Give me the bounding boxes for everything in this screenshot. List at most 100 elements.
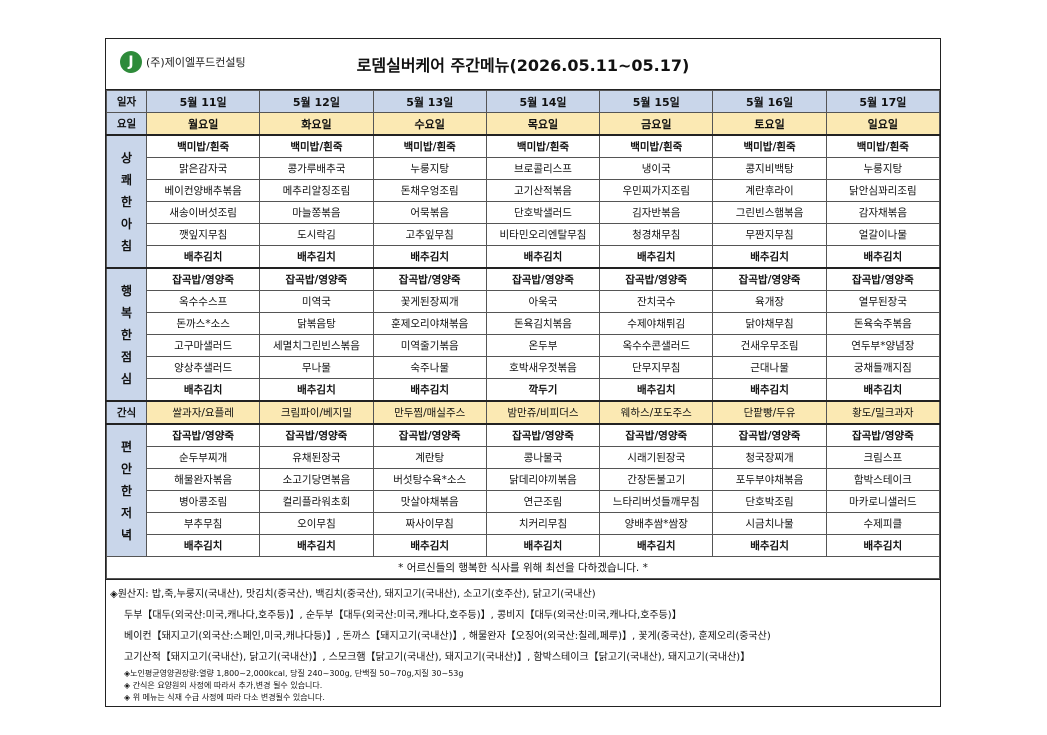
menu-cell: 감자채볶음 bbox=[825, 201, 941, 224]
menu-cell: 배추김치 bbox=[145, 534, 261, 557]
menu-cell: 고추잎무침 bbox=[372, 223, 487, 246]
menu-cell: 잡곡밥/영양죽 bbox=[485, 423, 601, 447]
menu-cell: 브로콜리스프 bbox=[485, 157, 601, 180]
menu-cell: 계란탕 bbox=[372, 446, 487, 469]
nutrition-note: ◈노인평균영양권장량:열량 1,800~2,000kcal, 당질 240~30… bbox=[124, 669, 464, 678]
menu-cell: 우민찌가지조림 bbox=[599, 179, 714, 202]
menu-cell: 청경채무침 bbox=[599, 223, 714, 246]
date-cell: 5월 14일 bbox=[485, 90, 601, 113]
menu-cell: 새송이버섯조림 bbox=[145, 201, 261, 224]
date-cell: 5월 16일 bbox=[712, 90, 827, 113]
menu-cell: 잡곡밥/영양죽 bbox=[825, 423, 941, 447]
menu-cell: 도시락김 bbox=[259, 223, 374, 246]
menu-cell: 컬리플라워초회 bbox=[259, 490, 374, 513]
date-cell: 5월 11일 bbox=[145, 90, 261, 113]
menu-cell: 배추김치 bbox=[599, 245, 714, 269]
menu-cell: 어묵볶음 bbox=[372, 201, 487, 224]
menu-cell: 배추김치 bbox=[372, 245, 487, 269]
snack-row: 간식 쌀과자/요플레 크림파이/베지밀 만두찜/매실주스 밤만쥬/비피더스 웨하스/포도주… bbox=[106, 400, 941, 425]
menu-cell: 잔치국수 bbox=[599, 290, 714, 313]
date-row: 일자 5월 11일 5월 12일 5월 13일 5월 14일 5월 15일 5월 16일 5월… bbox=[106, 90, 941, 113]
menu-cell: 배추김치 bbox=[825, 378, 941, 402]
day-cell: 금요일 bbox=[599, 112, 714, 136]
date-cell: 5월 17일 bbox=[825, 90, 941, 113]
menu-change-note: ◈ 위 메뉴는 식재 수급 사정에 따라 다소 변경될수 있습니다. bbox=[124, 693, 325, 702]
menu-cell: 함박스테이크 bbox=[825, 468, 941, 491]
menu-cell: 배추김치 bbox=[372, 378, 487, 402]
menu-cell: 잡곡밥/영양죽 bbox=[145, 423, 261, 447]
dinner-row: 해물완자볶음 소고기당면볶음 버섯탕수육*소스 닭데리야끼볶음 간장돈불고기 포두부야채볶… bbox=[107, 468, 941, 491]
menu-cell: 궁채들깨지짐 bbox=[825, 356, 941, 379]
menu-cell: 깍두기 bbox=[485, 378, 601, 402]
menu-cell: 김자반볶음 bbox=[599, 201, 714, 224]
menu-cell: 잡곡밥/영양죽 bbox=[599, 423, 714, 447]
origin-line: 고기산적【돼지고기(국내산), 닭고기(국내산)】, 스모크햄【닭고기(국내산)… bbox=[124, 652, 751, 663]
menu-cell: 미역줄기볶음 bbox=[372, 334, 487, 357]
menu-cell: 시금치나물 bbox=[712, 512, 827, 535]
menu-cell: 잡곡밥/영양죽 bbox=[145, 267, 261, 291]
menu-cell: 배추김치 bbox=[712, 245, 827, 269]
page-title: 로뎀실버케어 주간메뉴(2026.05.11~05.17) bbox=[356, 56, 690, 75]
company-logo: J (주)제이엘푸드컨설팅 bbox=[120, 51, 246, 73]
menu-cell: 닭안심꽈리조림 bbox=[825, 179, 941, 202]
menu-cell: 냉이국 bbox=[599, 157, 714, 180]
menu-cell: 잡곡밥/영양죽 bbox=[372, 423, 487, 447]
menu-sheet: J (주)제이엘푸드컨설팅 로뎀실버케어 주간메뉴(2026.05.11~05.… bbox=[105, 38, 941, 707]
snack-cell: 웨하스/포도주스 bbox=[599, 400, 714, 425]
menu-cell: 백미밥/흰죽 bbox=[145, 134, 261, 158]
menu-cell: 베이컨양배추볶음 bbox=[145, 179, 261, 202]
menu-cell: 무나물 bbox=[259, 356, 374, 379]
note-row: * 어르신들의 행복한 식사를 위해 최선을 다하겠습니다. * bbox=[106, 556, 940, 579]
lunch-label: 행복한점심 bbox=[106, 267, 147, 402]
breakfast-row: 배추김치 배추김치 배추김치 배추김치 배추김치 배추김치 배추김치 bbox=[107, 245, 941, 269]
lunch-row: 옥수수스프 미역국 꽃게된장찌개 아욱국 잔치국수 육개장 열무된장국 bbox=[107, 290, 941, 313]
menu-cell: 병아콩조림 bbox=[145, 490, 261, 513]
menu-cell: 열무된장국 bbox=[825, 290, 941, 313]
menu-cell: 근대나물 bbox=[712, 356, 827, 379]
menu-cell: 양배추쌈*쌈장 bbox=[599, 512, 714, 535]
menu-cell: 육개장 bbox=[712, 290, 827, 313]
menu-cell: 돈육김치볶음 bbox=[485, 312, 601, 335]
menu-cell: 배추김치 bbox=[145, 378, 261, 402]
menu-cell: 배추김치 bbox=[825, 245, 941, 269]
menu-cell: 마카로니샐러드 bbox=[825, 490, 941, 513]
day-label: 요일 bbox=[106, 112, 147, 136]
menu-cell: 닭데리야끼볶음 bbox=[485, 468, 601, 491]
dinner-row: 부추무침 오이무침 짜사이무침 치커리무침 양배추쌈*쌈장 시금치나물 수제피클 bbox=[107, 512, 941, 535]
menu-cell: 배추김치 bbox=[599, 378, 714, 402]
day-row: 요일 월요일 화요일 수요일 목요일 금요일 토요일 일요일 bbox=[106, 112, 941, 136]
date-cell: 5월 13일 bbox=[372, 90, 487, 113]
menu-cell: 백미밥/흰죽 bbox=[372, 134, 487, 158]
menu-cell: 배추김치 bbox=[825, 534, 941, 557]
day-cell: 화요일 bbox=[259, 112, 374, 136]
date-label: 일자 bbox=[106, 90, 147, 113]
day-cell: 일요일 bbox=[825, 112, 941, 136]
company-name: (주)제이엘푸드컨설팅 bbox=[146, 56, 246, 69]
origin-info: ◈원산지: 밥,죽,누룽지(국내산), 맛김치(중국산), 백김치(중국산), … bbox=[106, 579, 940, 706]
menu-cell: 시래기된장국 bbox=[599, 446, 714, 469]
menu-cell: 배추김치 bbox=[485, 245, 601, 269]
menu-cell: 부추무침 bbox=[145, 512, 261, 535]
menu-cell: 훈제오리야채볶음 bbox=[372, 312, 487, 335]
menu-cell: 콩가루배추국 bbox=[259, 157, 374, 180]
snack-label: 간식 bbox=[106, 400, 147, 425]
day-cell: 목요일 bbox=[485, 112, 601, 136]
menu-cell: 단호박조림 bbox=[712, 490, 827, 513]
menu-cell: 잡곡밥/영양죽 bbox=[485, 267, 601, 291]
menu-cell: 배추김치 bbox=[259, 534, 374, 557]
menu-cell: 잡곡밥/영양죽 bbox=[712, 423, 827, 447]
menu-cell: 간장돈불고기 bbox=[599, 468, 714, 491]
menu-cell: 배추김치 bbox=[599, 534, 714, 557]
menu-cell: 배추김치 bbox=[372, 534, 487, 557]
menu-cell: 배추김치 bbox=[259, 245, 374, 269]
menu-cell: 양상추샐러드 bbox=[145, 356, 261, 379]
menu-cell: 누룽지탕 bbox=[372, 157, 487, 180]
menu-cell: 소고기당면볶음 bbox=[259, 468, 374, 491]
menu-cell: 고기산적볶음 bbox=[485, 179, 601, 202]
snack-cell: 단팥빵/두유 bbox=[712, 400, 827, 425]
menu-cell: 단무지무침 bbox=[599, 356, 714, 379]
menu-cell: 맑은감자국 bbox=[145, 157, 261, 180]
breakfast-row: 상쾌한아침 백미밥/흰죽 백미밥/흰죽 백미밥/흰죽 백미밥/흰죽 백미밥/흰죽 백미밥/흰… bbox=[106, 134, 941, 269]
menu-cell: 돈육숙주볶음 bbox=[825, 312, 941, 335]
menu-cell: 맛살야채볶음 bbox=[372, 490, 487, 513]
